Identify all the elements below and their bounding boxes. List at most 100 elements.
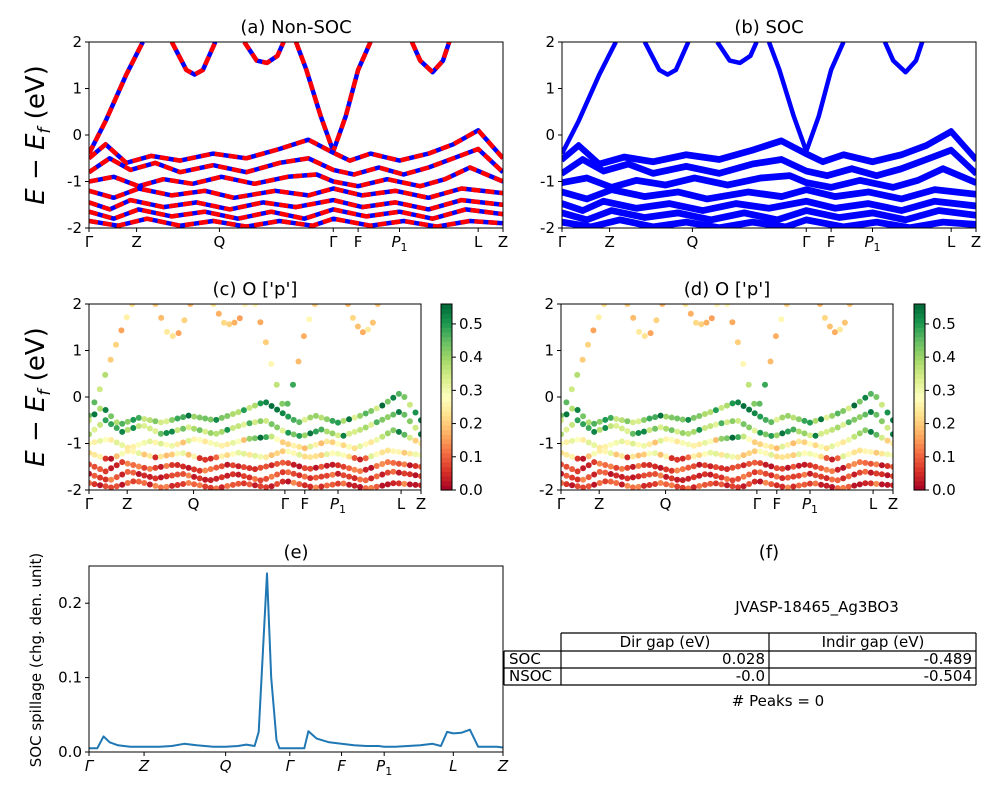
projection-point [707,471,714,478]
projection-point [152,418,159,425]
projection-point [224,461,231,468]
projection-point [618,438,625,445]
projection-point [735,484,742,490]
colorbar-segment [441,364,452,370]
projection-point [773,453,780,460]
projection-point [707,423,714,430]
projection-point [412,463,419,469]
projection-point [845,483,852,490]
panel-b-frame [561,41,977,229]
projection-point [406,462,413,469]
projection-point [263,454,270,461]
projection-point [790,473,797,480]
colorbar-segment [914,317,925,324]
panel-c-ylabel: E − Ef (eV) [21,327,55,467]
projection-point [346,416,353,423]
svg-text:E − Ef (eV): E − Ef (eV) [21,65,55,205]
colorbar-segment [914,387,925,393]
projection-point [690,442,697,449]
projection-point [163,430,170,436]
projection-point [290,461,297,468]
projection-point [412,481,419,488]
projection-point [790,440,797,447]
projection-point [701,471,708,478]
projection-point [690,463,697,470]
projection-point [693,319,699,326]
projection-point [685,464,692,471]
projection-point [290,470,297,477]
colorbar-segment [441,359,452,366]
projection-point [169,462,175,468]
projection-point [818,473,825,480]
panel-f-title: (f) [759,542,779,563]
projection-point [384,398,391,405]
projection-point [646,427,653,434]
projection-point [585,474,592,481]
projection-point [279,410,286,417]
projection-point [152,482,159,489]
projection-point [390,459,397,466]
colorbar-segment [441,424,452,431]
projection-point [596,480,603,486]
projection-point [329,461,336,468]
projection-point [812,463,819,470]
projection-point [674,467,681,474]
projection-point [591,420,598,427]
projection-point [312,453,319,460]
projection-point [878,481,885,488]
projection-point [740,483,747,490]
projection-point [624,482,631,489]
projection-point [580,421,587,428]
projection-point [624,464,631,471]
projection-point [823,475,830,482]
projection-point [829,426,836,433]
projection-point [323,438,330,445]
projection-point [790,483,797,490]
projection-point [618,453,625,459]
projection-point [740,433,747,440]
projection-point [690,428,697,435]
projection-point [401,480,408,487]
panel-c-frame [88,303,422,491]
projection-point [268,473,275,480]
projection-point [174,427,181,434]
projection-point [418,452,421,459]
projection-point [207,439,214,446]
projection-point [169,451,175,458]
projection-point [373,483,380,490]
projection-point [746,481,753,487]
projection-point [97,474,104,481]
band-line-nonsoc-dashed [89,146,503,177]
projection-point [323,462,330,469]
projection-point [351,428,358,435]
projection-point [89,440,92,447]
projection-point [102,371,109,378]
projection-point [834,466,841,473]
projection-point [624,475,631,482]
projection-point [563,399,570,406]
table-cell-dir: -0.0 [736,667,765,685]
projection-point [773,482,780,489]
projection-point [718,474,725,481]
x-tick-label: P1 [376,757,392,778]
projection-point [351,475,358,482]
colorbar-segment [914,313,925,319]
projection-point [768,472,775,479]
projection-point [778,316,785,323]
projection-point [379,461,386,467]
projection-point [790,414,797,421]
projection-point [213,485,220,490]
projection-point [795,416,802,423]
projection-point [624,428,631,435]
colorbar-segment [914,410,925,417]
projection-point [368,475,375,482]
x-tick-label: Γ [802,233,811,251]
colorbar-segment [914,480,925,486]
projection-point [152,454,159,461]
projection-point [707,480,714,487]
projection-point [690,484,697,490]
projection-point [668,437,675,443]
projection-point [180,463,187,470]
projection-point [290,381,296,388]
projection-point [157,463,164,470]
